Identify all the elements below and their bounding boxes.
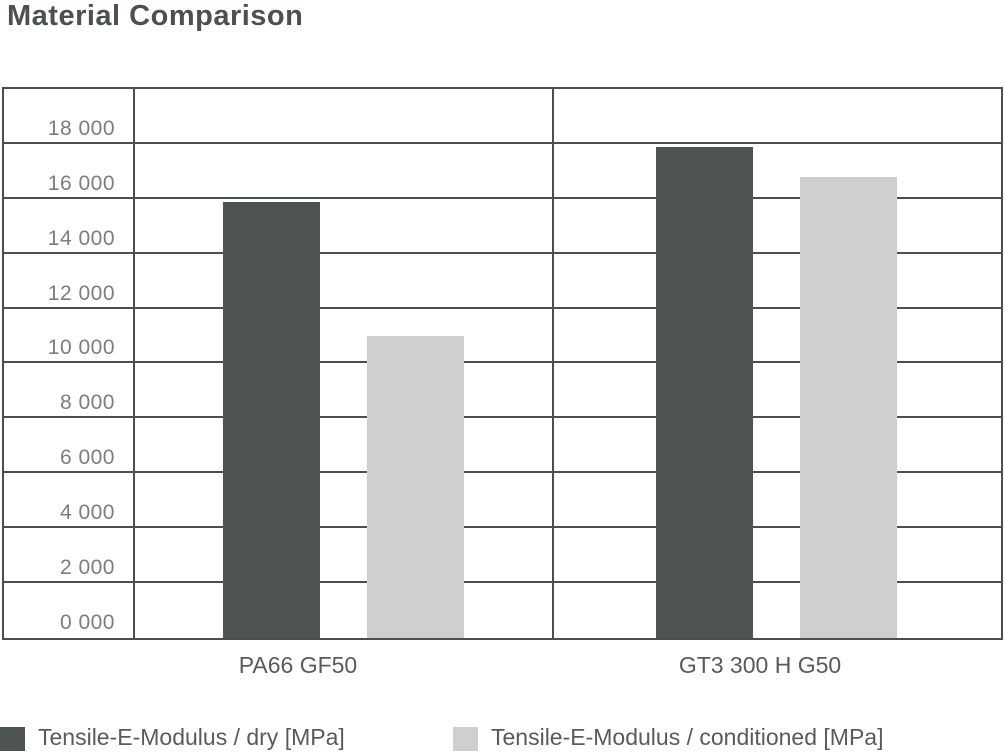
bar-group-1 [135,89,552,638]
legend-label: Tensile-E-Modulus / conditioned [MPa] [491,724,884,750]
legend-swatch-conditioned [453,727,478,751]
gridline-row [4,418,1001,474]
y-tick-label: 8 000 [59,391,115,415]
legend-swatch-dry [0,727,25,751]
gridlines [4,89,1001,638]
y-tick-label: 4 000 [59,501,115,525]
y-tick-label: 0 000 [59,610,115,634]
plot-area: 18 000 16 000 14 000 12 000 10 000 8 000 6 000… [2,87,1003,640]
bar-conditioned-2 [800,177,897,638]
gridline-row [4,473,1001,529]
gridline-row [4,528,1001,584]
category-divider-line [552,89,554,638]
bar-group-2 [552,89,1001,638]
bar-dry-1 [223,202,320,638]
gridline-row [4,144,1001,199]
bar-dry-2 [656,147,753,638]
category-label: PA66 GF50 [238,652,358,678]
gridline-row [4,199,1001,254]
category-label: GT3 300 H G50 [678,652,842,678]
chart-title: Material Comparison [7,0,304,32]
y-tick-label: 14 000 [47,226,115,250]
y-tick-label: 18 000 [47,116,115,140]
legend-label: Tensile-E-Modulus / dry [MPa] [38,724,345,750]
y-tick-label: 16 000 [47,171,115,195]
gridline-row [4,254,1001,309]
y-axis-separator-line [133,89,135,638]
x-axis-labels: PA66 GF50 GT3 300 H G50 [0,652,1005,686]
y-tick-label: 10 000 [47,336,115,360]
y-tick-label: 6 000 [59,446,115,470]
gridline-row [4,363,1001,419]
legend-item: Tensile-E-Modulus / conditioned [MPa] [453,721,883,754]
legend: Tensile-E-Modulus / dry [MPa] Tensile-E-M… [0,721,1005,754]
gridline-row [4,89,1001,144]
y-axis-tick-labels: 18 000 16 000 14 000 12 000 10 000 8 000 6 000… [4,89,133,638]
legend-item: Tensile-E-Modulus / dry [MPa] [0,721,345,754]
y-tick-label: 2 000 [59,556,115,580]
gridline-row [4,309,1001,364]
y-tick-label: 12 000 [47,281,115,305]
bar-conditioned-1 [367,336,464,638]
bar-groups [135,89,1001,638]
